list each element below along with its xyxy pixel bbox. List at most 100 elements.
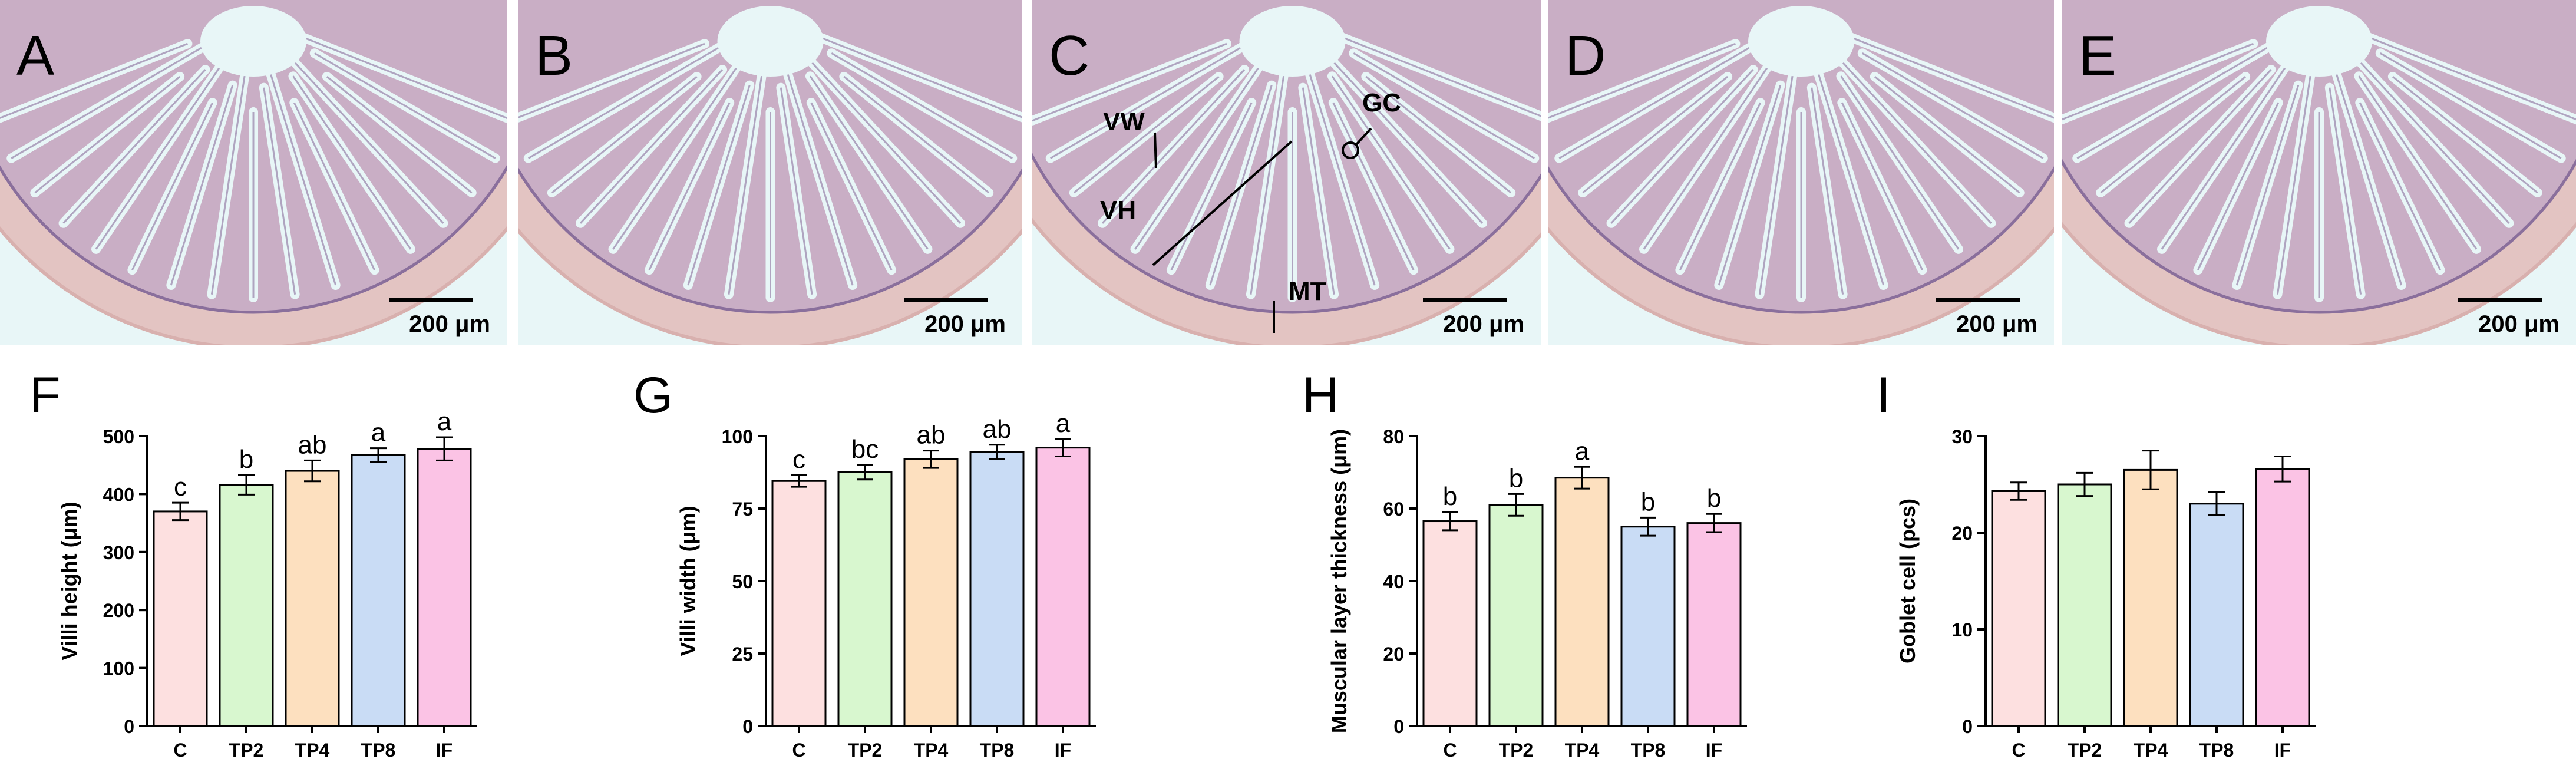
villus-edge	[34, 75, 181, 194]
tissue-illustration	[0, 0, 507, 345]
bar-tp2	[2057, 483, 2112, 727]
villus-edge	[1353, 52, 1535, 159]
bar-tp4	[2123, 468, 2178, 727]
villus-edge	[292, 75, 412, 250]
x-tick-label: IF	[436, 740, 453, 761]
chart-letter: H	[1302, 367, 1339, 424]
y-tick-label: 300	[103, 542, 134, 563]
villus-edge	[1844, 34, 2054, 119]
villus-edge	[1336, 34, 1541, 117]
y-tick-label: 200	[103, 600, 134, 621]
scale-bar	[1423, 298, 1507, 302]
micrograph-a: A 200 μm	[0, 0, 507, 345]
x-tick-label: C	[1443, 740, 1457, 761]
significance-label: b	[1707, 484, 1721, 513]
lumen	[1239, 6, 1346, 77]
tissue-illustration	[2062, 0, 2576, 345]
lumen	[717, 6, 824, 77]
panel-letter: B	[535, 24, 573, 87]
villi-width-marker	[1154, 132, 1157, 169]
micrograph-e: E 200 μm	[2062, 0, 2576, 345]
villus-edge	[1814, 62, 1885, 286]
y-tick-label: 25	[732, 643, 753, 665]
scale-label: 200 μm	[409, 311, 490, 337]
panel-letter: D	[1565, 24, 1606, 87]
chart-i: I Goblet cell (pcs) 0 10 20 30 C TP2 TP4 TP8 IF	[1877, 367, 2316, 761]
y-tick-label: 60	[1383, 499, 1404, 520]
y-tick-label: 100	[103, 658, 134, 679]
villus-edge	[780, 87, 813, 295]
villus-edge	[2362, 34, 2576, 121]
y-tick-label: 30	[1951, 426, 1973, 447]
chart-letter: I	[1877, 367, 1891, 424]
significance-label: a	[371, 418, 386, 447]
villus-edge	[843, 75, 990, 194]
villus-edge	[1073, 75, 1220, 194]
villus-edge	[1250, 64, 1287, 295]
villus-edge	[2197, 102, 2280, 270]
villus-edge	[814, 34, 1022, 118]
x-tick-label: IF	[1706, 740, 1722, 761]
bar-tp2	[1488, 504, 1544, 727]
bar-tp4	[285, 470, 340, 727]
villus-edge	[1558, 40, 1761, 159]
bar-c	[153, 510, 208, 727]
chart-h: H Muscular layer thickness (μm) 0 20 40 60 80 C…	[1302, 367, 1747, 761]
y-tick-label: 0	[1393, 716, 1404, 737]
villus-edge	[1323, 51, 1484, 224]
villus-edge	[1862, 52, 2044, 159]
y-tick-label: 50	[732, 571, 753, 592]
x-tick-label: TP8	[1631, 740, 1666, 761]
villus-edge	[1582, 75, 1729, 194]
x-tick-label: TP2	[229, 740, 264, 761]
scale-label: 200 μm	[924, 311, 1006, 337]
y-tick-label: 0	[742, 716, 753, 737]
villus-edge	[314, 52, 496, 159]
chart-f: F Villi height (μm) 0 100 200 300 400 500 Cc TP2 b…	[29, 367, 477, 761]
scale-bar	[1936, 298, 2020, 302]
villus-edge	[1841, 102, 1923, 270]
micrograph-b: B 200 μm	[518, 0, 1022, 345]
villus-edge	[2329, 87, 2362, 295]
villus-edge	[1302, 87, 1335, 295]
bar-c	[1422, 520, 1478, 727]
significance-label: c	[174, 473, 187, 501]
bar-tp8	[969, 451, 1025, 727]
villus-edge	[1874, 75, 2020, 194]
villus-edge	[2350, 51, 2510, 224]
significance-label: b	[1509, 464, 1523, 493]
villus-edge	[1679, 102, 1762, 270]
villus-edge	[285, 51, 444, 224]
villus-edge	[1643, 56, 1776, 250]
villus-edge	[809, 75, 929, 250]
chart-letter: F	[29, 367, 61, 424]
significance-label: ab	[917, 421, 946, 450]
villus-edge	[326, 75, 473, 194]
y-tick-label: 0	[124, 716, 134, 737]
villus-edge	[2276, 64, 2313, 295]
tissue-illustration	[1548, 0, 2054, 345]
villus-edge	[210, 64, 247, 295]
scale-label: 200 μm	[1956, 311, 2037, 337]
bar-tp8	[1620, 526, 1676, 727]
bar-tp2	[219, 484, 274, 727]
significance-label: c	[792, 445, 805, 474]
x-tick-label: C	[173, 740, 187, 761]
villus-edge	[263, 87, 296, 295]
y-tick-label: 80	[1383, 426, 1404, 447]
panel-letter: C	[1049, 24, 1090, 87]
y-tick-label: 100	[722, 426, 753, 447]
villus-edge	[2359, 102, 2441, 270]
y-tick-label: 75	[732, 499, 753, 520]
y-axis-title: Goblet cell (pcs)	[1895, 499, 1920, 664]
villi-height-line	[1152, 140, 1293, 266]
villus-edge	[2076, 40, 2279, 159]
villus-edge	[1332, 102, 1415, 270]
villus-edge	[687, 85, 751, 286]
significance-label: b	[1641, 487, 1655, 516]
significance-label: b	[239, 445, 253, 474]
villus-edge	[95, 56, 228, 250]
villus-edge	[62, 69, 206, 224]
villus-edge	[2235, 85, 2300, 286]
